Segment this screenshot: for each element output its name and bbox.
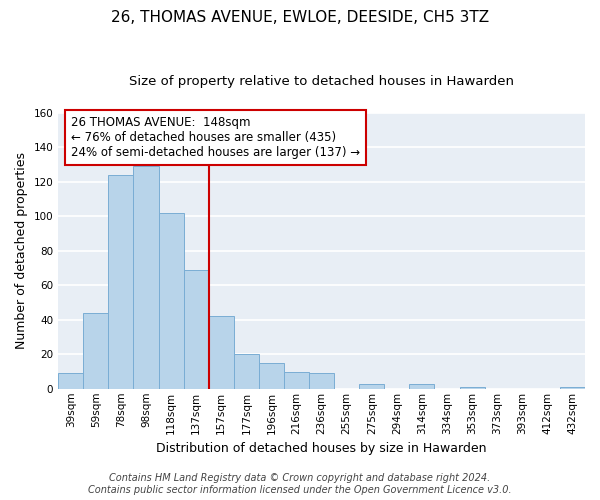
Bar [133, 166, 158, 389]
Bar [259, 363, 284, 389]
Title: Size of property relative to detached houses in Hawarden: Size of property relative to detached ho… [129, 75, 514, 88]
Bar [83, 313, 109, 389]
Bar [234, 354, 259, 389]
X-axis label: Distribution of detached houses by size in Hawarden: Distribution of detached houses by size … [157, 442, 487, 455]
Bar [409, 384, 434, 389]
Text: 26, THOMAS AVENUE, EWLOE, DEESIDE, CH5 3TZ: 26, THOMAS AVENUE, EWLOE, DEESIDE, CH5 3… [111, 10, 489, 25]
Bar [284, 372, 309, 389]
Bar [58, 373, 83, 389]
Bar [309, 373, 334, 389]
Bar [109, 175, 133, 389]
Bar [184, 270, 209, 389]
Y-axis label: Number of detached properties: Number of detached properties [15, 152, 28, 350]
Text: Contains HM Land Registry data © Crown copyright and database right 2024.
Contai: Contains HM Land Registry data © Crown c… [88, 474, 512, 495]
Bar [209, 316, 234, 389]
Bar [460, 387, 485, 389]
Bar [560, 387, 585, 389]
Text: 26 THOMAS AVENUE:  148sqm
← 76% of detached houses are smaller (435)
24% of semi: 26 THOMAS AVENUE: 148sqm ← 76% of detach… [71, 116, 360, 159]
Bar [359, 384, 385, 389]
Bar [158, 213, 184, 389]
